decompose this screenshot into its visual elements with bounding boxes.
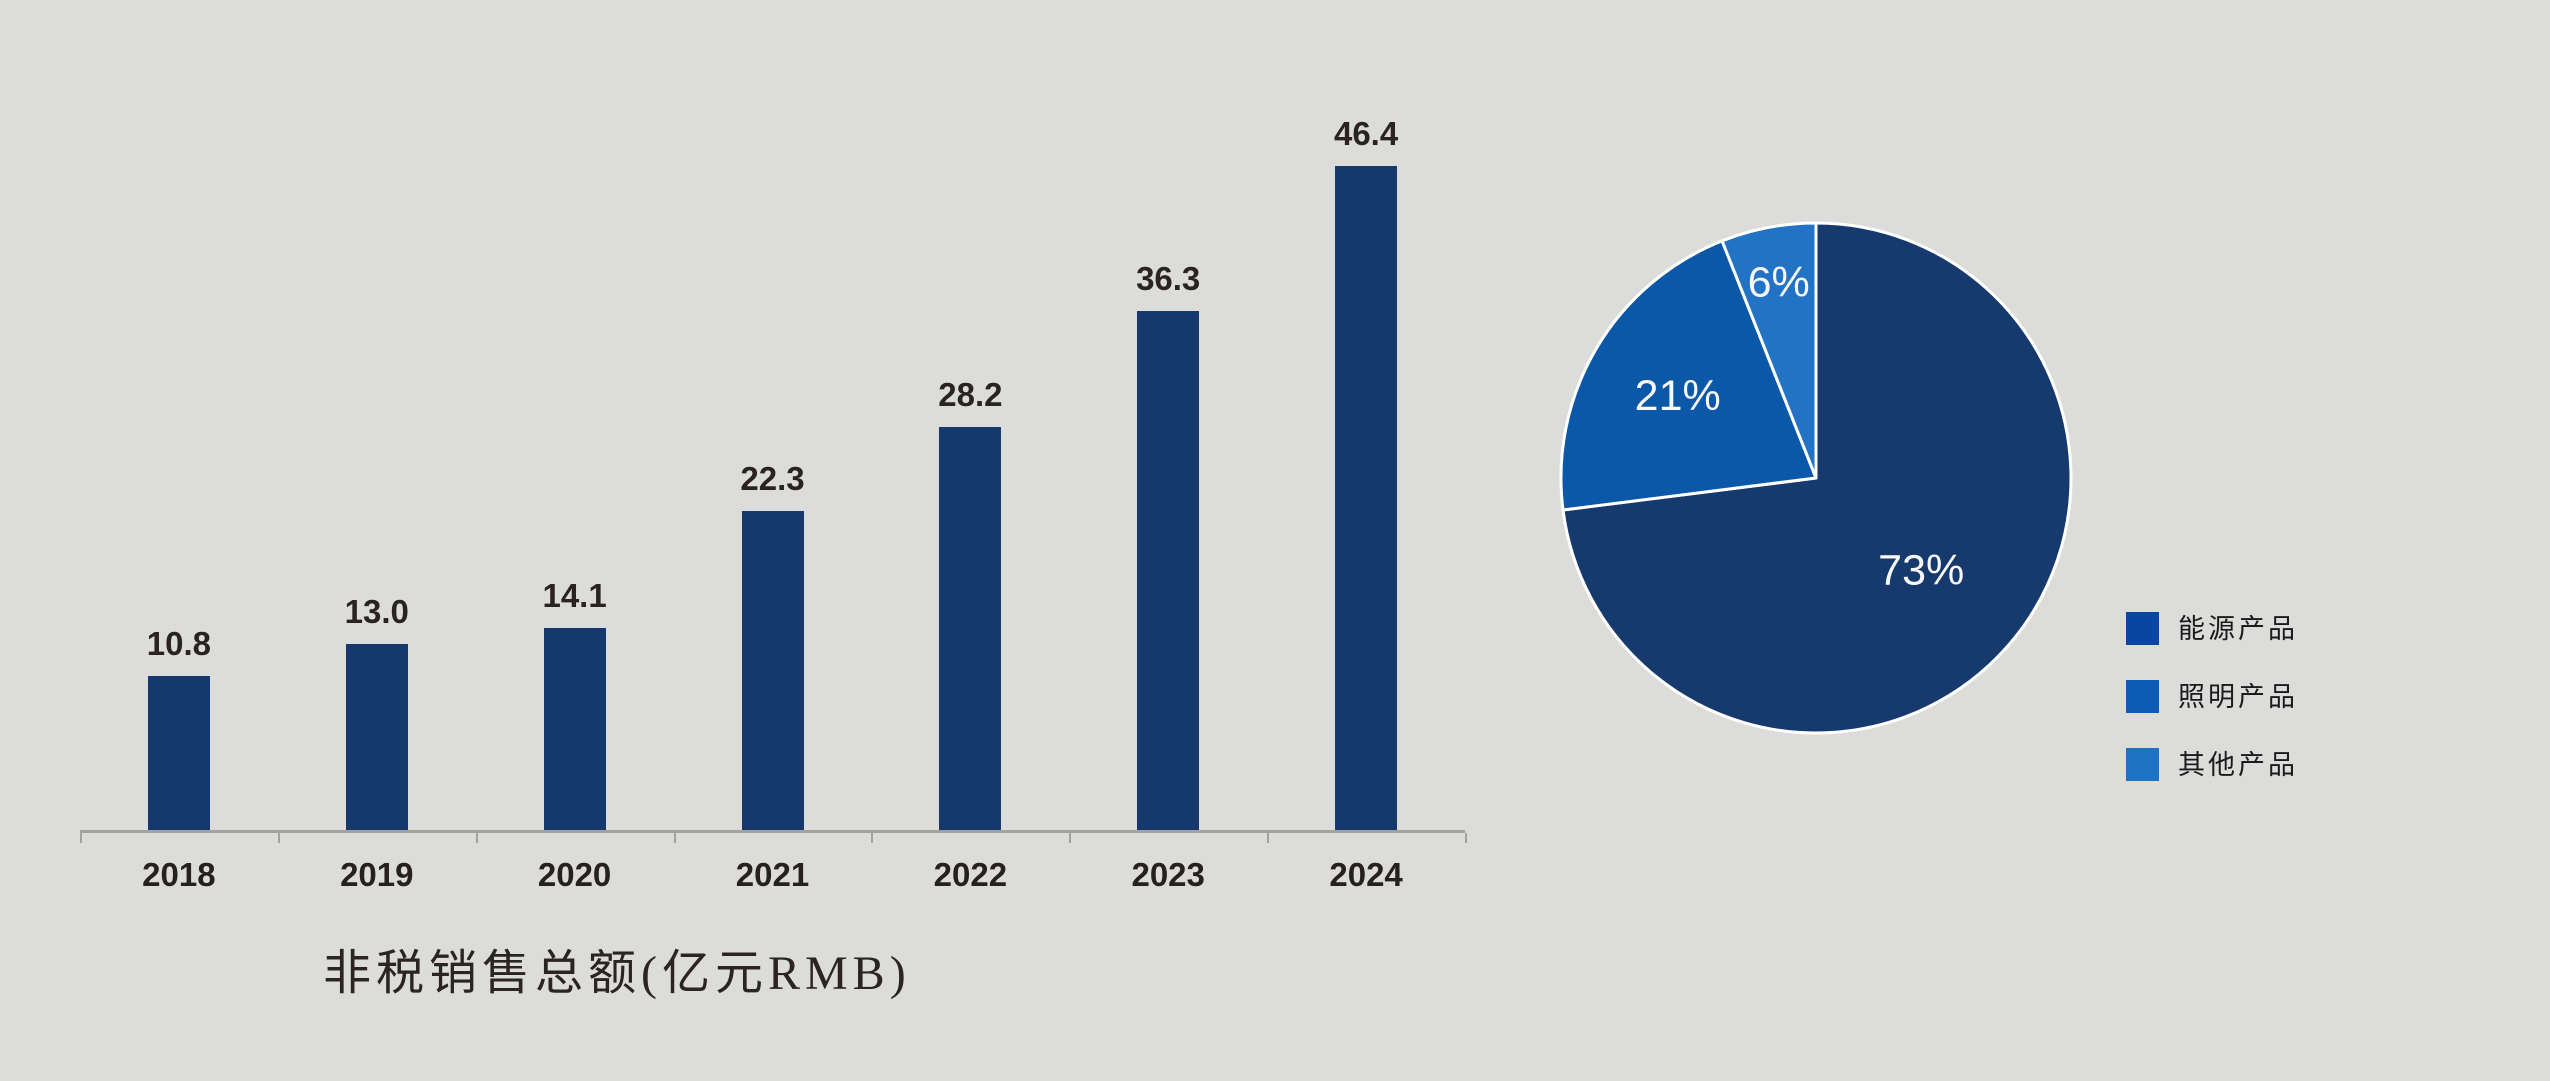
x-tick-label: 2021	[735, 856, 810, 893]
pie-chart: 73% 21% 6%	[1559, 221, 2073, 735]
pie-slice-照明产品	[1559, 239, 1818, 512]
legend-label: 其他产品	[2178, 750, 2298, 780]
x-tick-label: 2023	[1131, 856, 1205, 893]
legend-label: 照明产品	[2178, 682, 2298, 712]
x-tick-label: 2020	[537, 856, 612, 893]
bar-2023	[1137, 311, 1200, 830]
x-tick-label: 2022	[933, 856, 1008, 893]
x-axis-tick	[475, 833, 478, 843]
x-axis-tick	[673, 833, 676, 843]
x-axis-tick	[1465, 833, 1467, 843]
x-axis-tick	[1069, 833, 1072, 843]
bar-2020	[543, 628, 606, 830]
bar-value-label: 13.0	[344, 593, 409, 630]
x-axis-line	[80, 830, 1465, 833]
pie-slice-label: 21%	[1635, 372, 1721, 420]
bar-chart-title: 非税销售总额(亿元RMB)	[323, 947, 911, 1000]
bar-value-label: 14.1	[542, 577, 607, 614]
legend-swatch	[2126, 680, 2159, 713]
bar-2024	[1335, 166, 1398, 830]
pie-slice-label: 6%	[1748, 259, 1810, 307]
bar-2018	[147, 676, 210, 830]
x-axis-tick	[277, 833, 280, 843]
legend-label: 能源产品	[2178, 614, 2298, 644]
bar-2021	[741, 511, 804, 830]
x-tick-label: 2018	[142, 856, 216, 893]
bar-value-label: 22.3	[740, 460, 805, 497]
x-tick-label: 2024	[1329, 856, 1403, 893]
x-axis-tick	[80, 833, 82, 843]
legend-swatch	[2126, 612, 2159, 645]
x-axis-tick	[871, 833, 874, 843]
bar-value-label: 10.8	[146, 625, 211, 662]
bar-value-label: 46.4	[1333, 115, 1399, 152]
bar-value-label: 28.2	[938, 376, 1003, 413]
x-axis-tick	[1267, 833, 1270, 843]
bar-2019	[345, 644, 408, 830]
legend-swatch	[2126, 748, 2159, 781]
pie-slice-其他产品	[1720, 221, 1818, 480]
pie-slice-label: 73%	[1878, 547, 1964, 595]
bar-2022	[939, 427, 1002, 830]
x-tick-label: 2019	[340, 856, 414, 893]
bar-value-label: 36.3	[1136, 260, 1201, 297]
